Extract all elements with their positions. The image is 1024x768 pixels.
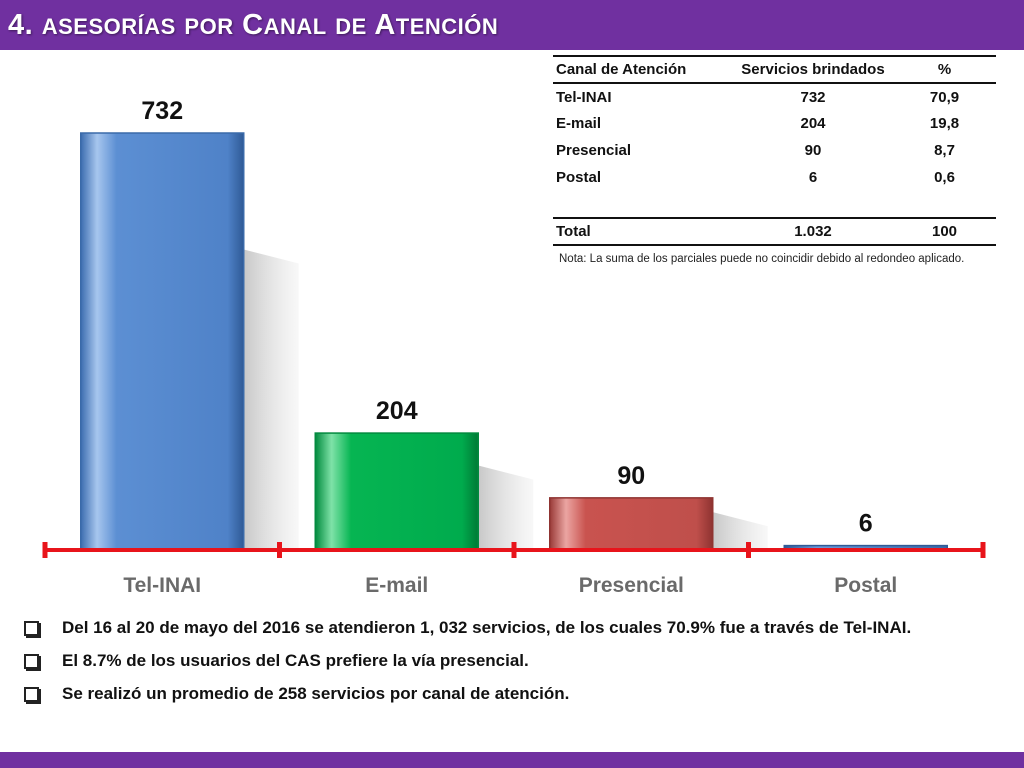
cell-servicios: 732 [800,88,826,106]
header-percent: % [937,61,952,78]
bars [80,132,948,550]
x-axis [42,542,986,558]
bullet-text: Se realizó un promedio de 258 servicios … [62,684,570,703]
cell-percent: 8,7 [934,142,955,159]
cell-total-label: Total [556,223,591,240]
table-note: Nota: La suma de los parciales puede no … [559,253,965,265]
table-row: Postal 6 0,6 [553,164,996,191]
cell-servicios: 6 [808,169,818,186]
header-servicios: Servicios brindados [741,61,885,78]
cell-canal: E-mail [556,115,602,132]
category-label-e-mail: E-mail [365,574,428,597]
bullet-item: Se realizó un promedio de 258 servicios … [18,682,998,706]
bar-shadow-e-mail [478,465,534,549]
table-header-row: Canal de Atención Servicios brindados % [553,56,996,83]
cell-total-servicios: 1.032 [794,223,832,240]
cell-total-percent: 100 [931,223,958,240]
value-labels: 732 204 90 6 [141,97,872,538]
category-label-postal: Postal [834,574,897,597]
table-total-row: Total 1.032 100 [553,218,996,245]
value-label-presencial: 90 [617,462,645,490]
title-word-1: asesorías [41,14,176,39]
title-word-4: de [335,14,367,39]
title-bar: 4. asesorías por Canal de Atención [0,0,1024,50]
bullet-list: Del 16 al 20 de mayo del 2016 se atendie… [18,616,998,715]
summary-table-box: Canal de Atención Servicios brindados % … [553,55,996,268]
cell-servicios: 90 [804,142,822,159]
bullet-text: Del 16 al 20 de mayo del 2016 se atendie… [62,618,912,637]
cell-canal: Tel-INAI [556,88,612,106]
value-label-tel-inai: 732 [141,97,183,125]
category-label-tel-inai: Tel-INAI [123,574,201,597]
bullet-text: El 8.7% de los usuarios del CAS prefiere… [62,651,529,670]
bar-chart: 732 204 90 6 Tel-INAI E-mail Presencial Postal [42,97,986,597]
bullet-item: Del 16 al 20 de mayo del 2016 se atendie… [18,616,998,640]
cell-percent: 70,9 [929,88,960,106]
table-row: Tel-INAI 732 70,9 [553,83,996,110]
checkbox-bullet-icon [24,621,41,638]
cell-percent: 0,6 [934,169,955,186]
bullet-item: El 8.7% de los usuarios del CAS prefiere… [18,649,998,673]
title-word-2: por [184,14,234,39]
bar-shadow-presencial [712,512,768,549]
bar-presencial [549,497,714,550]
bar-e-mail [314,432,479,550]
title-number: 4. [8,9,34,41]
checkbox-bullet-icon [24,654,41,671]
cell-canal: Presencial [556,142,632,159]
summary-table: Canal de Atención Servicios brindados % … [553,55,996,246]
checkbox-bullet-icon [24,687,41,704]
value-label-e-mail: 204 [376,397,418,425]
cell-servicios: 204 [800,115,826,132]
cell-canal: Postal [556,169,602,186]
category-label-presencial: Presencial [579,574,684,597]
table-row: Presencial 90 8,7 [553,137,996,164]
value-label-postal: 6 [859,510,873,538]
table-row: E-mail 204 19,8 [553,110,996,137]
bar-shadow-tel-inai [243,249,299,550]
title-word-5: Atención [374,9,499,41]
bar-shadows [243,249,768,550]
page-title: 4. asesorías por Canal de Atención [8,9,498,43]
category-labels: Tel-INAI E-mail Presencial Postal [123,574,897,597]
bar-tel-inai [80,132,245,550]
footer-bar [0,752,1024,768]
cell-percent: 19,8 [929,115,960,132]
header-canal: Canal de Atención [556,61,687,78]
title-word-3: Canal [242,9,327,41]
